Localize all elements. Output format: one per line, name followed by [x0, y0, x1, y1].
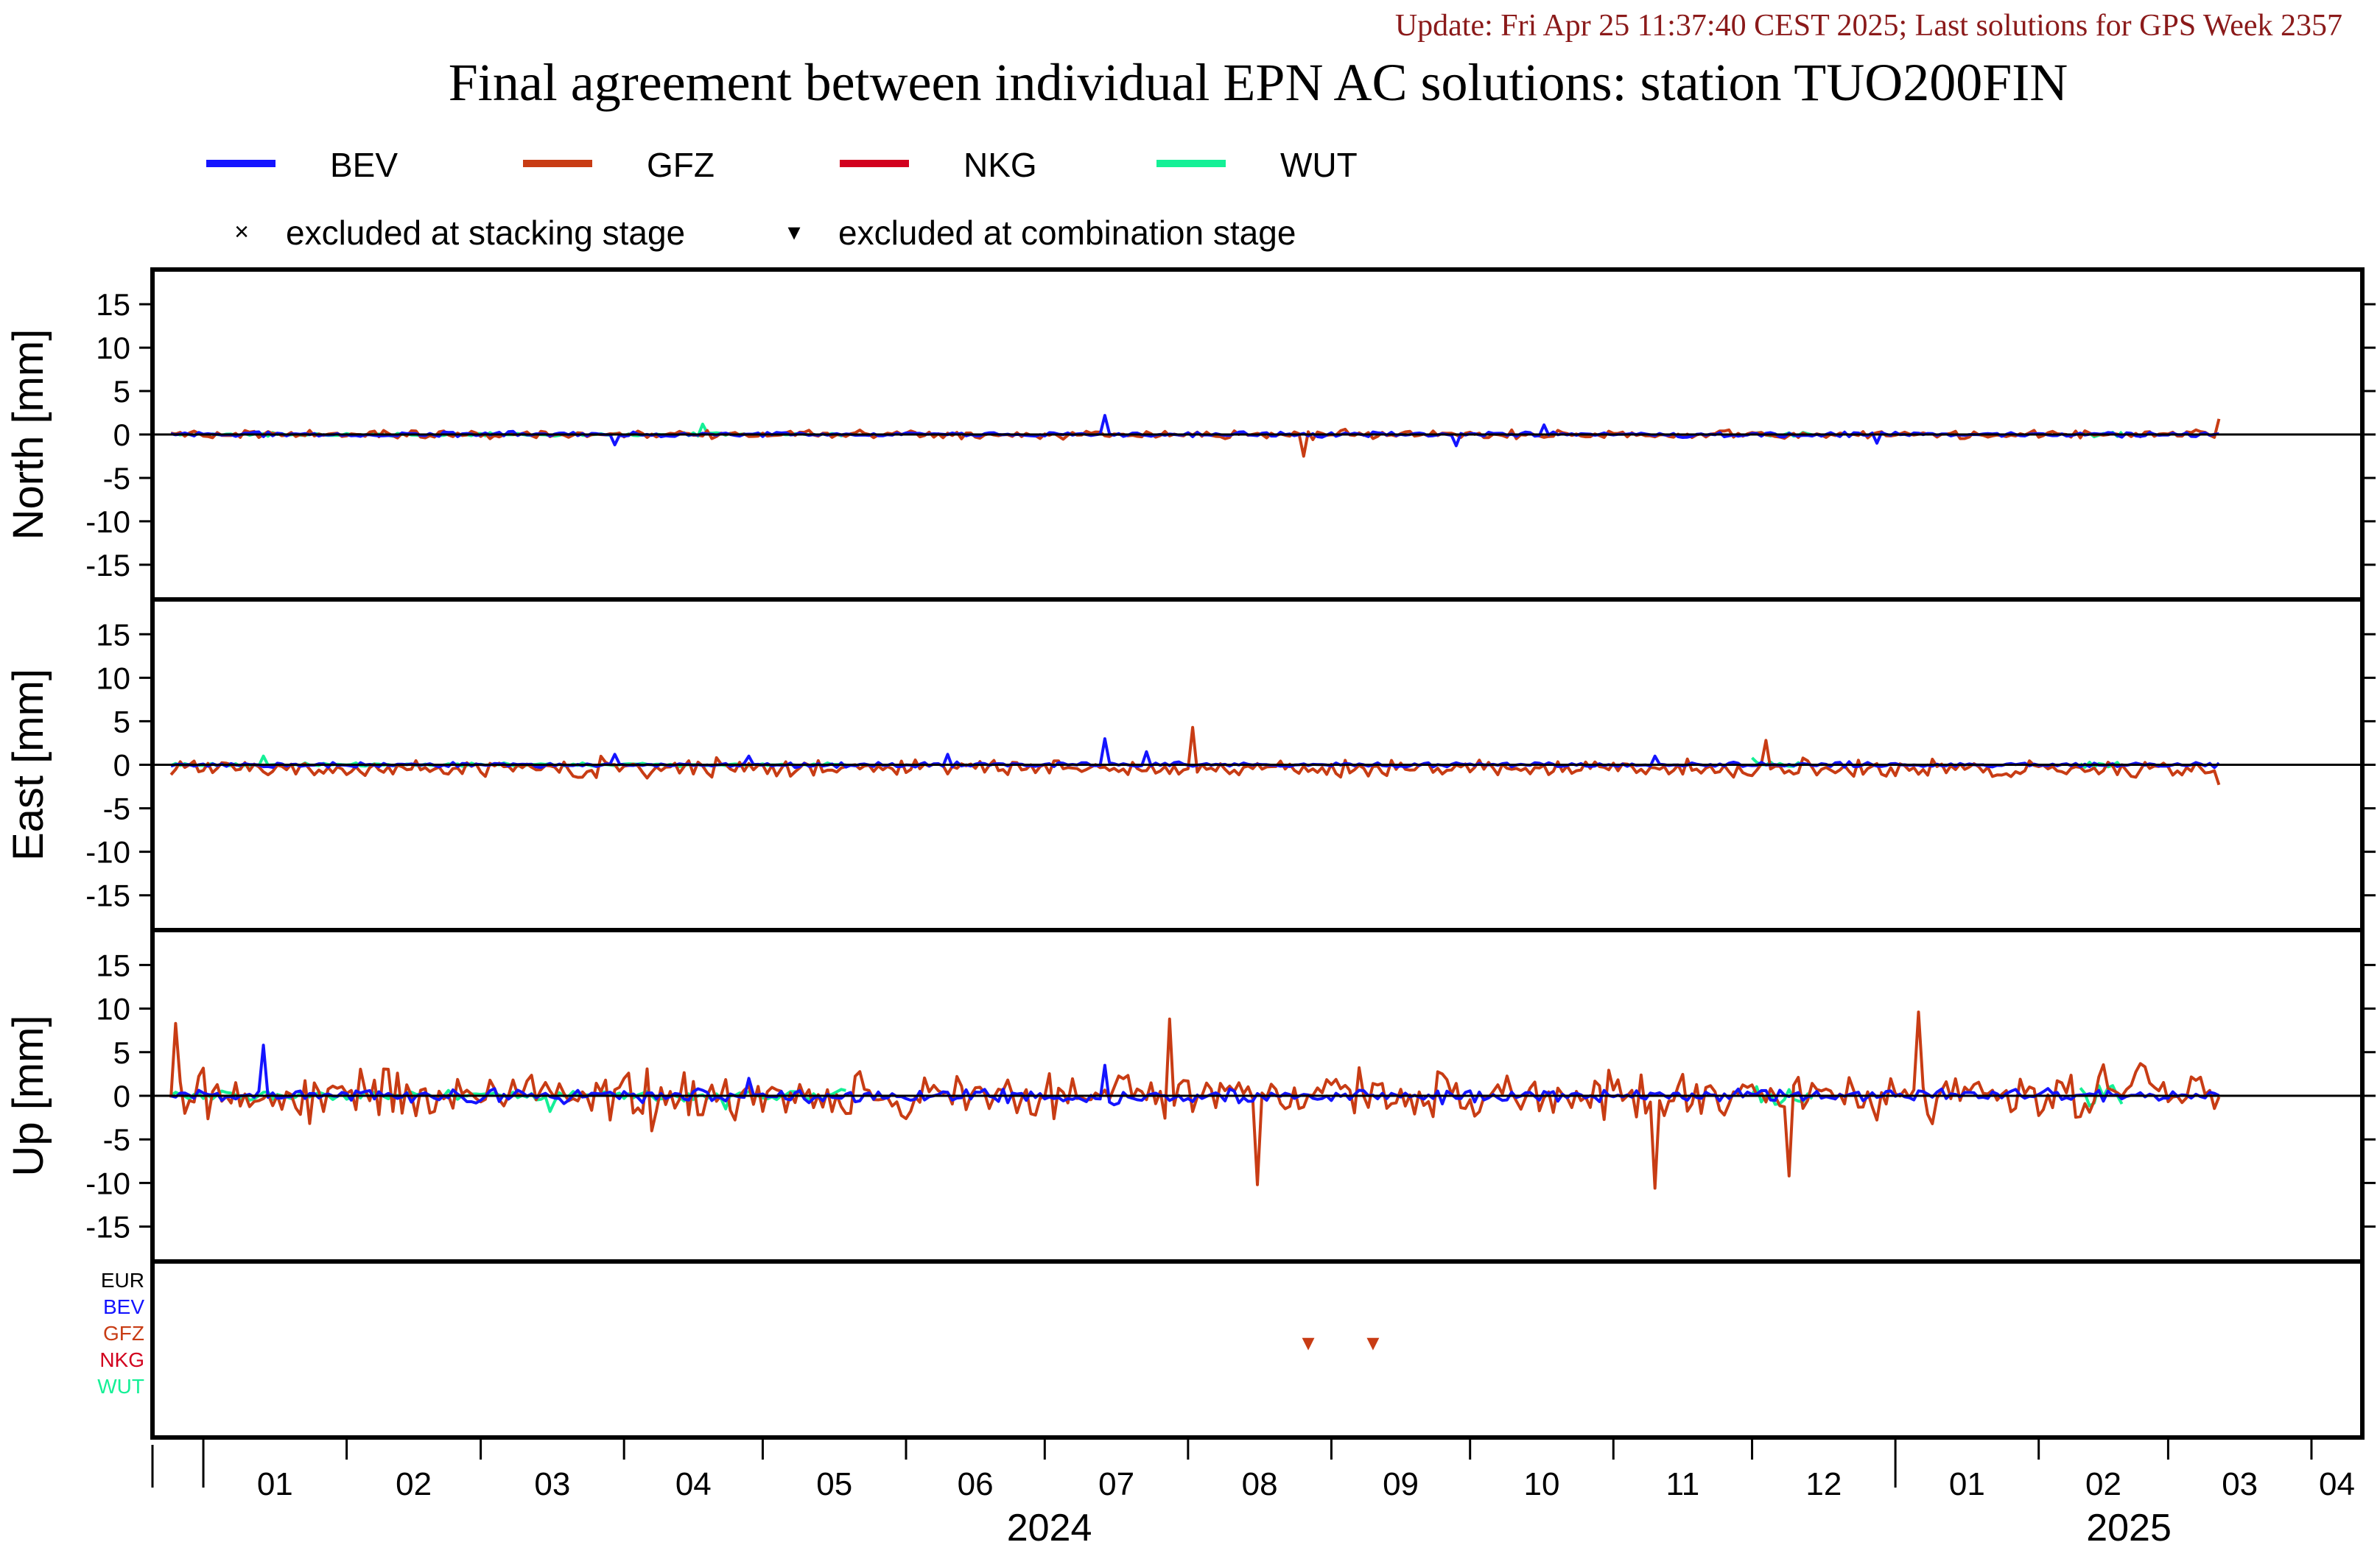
y-tick-label: 5 — [113, 1035, 130, 1070]
y-tick-label: -10 — [85, 504, 130, 539]
y-tick-label: 0 — [113, 1079, 130, 1113]
y-tick-label: 5 — [113, 704, 130, 739]
y-tick-label: 0 — [113, 418, 130, 452]
plot-panels: 15 10 5 0 -5 -10 -15 North [mm] 15 10 5 0 -5 -10 -15 Ea… — [4, 267, 2376, 1440]
legend-label-bev: BEV — [330, 146, 398, 184]
triangle-marker-icon: ▾ — [787, 218, 800, 246]
x-tick-label-month: 07 — [1098, 1466, 1134, 1502]
y-tick-label: -5 — [103, 461, 130, 496]
x-tick-label-year: 2025 — [2086, 1507, 2172, 1545]
series-line-gfz-up — [169, 1010, 2221, 1190]
legend-marker-label: excluded at stacking stage — [286, 214, 685, 252]
x-tick-label-month: 02 — [396, 1466, 432, 1502]
y-axis-label-north: North [mm] — [4, 329, 52, 541]
exclusion-marker-icon: ▾ — [1366, 1328, 1379, 1356]
x-tick-label-month: 12 — [1805, 1466, 1842, 1502]
legend-label-gfz: GFZ — [647, 146, 715, 184]
x-tick-label-month: 09 — [1383, 1466, 1419, 1502]
y-tick-label: -10 — [85, 1166, 130, 1200]
legend-label-wut: WUT — [1280, 146, 1358, 184]
y-tick-label: 10 — [96, 331, 130, 365]
x-tick-label-month: 06 — [958, 1466, 994, 1502]
x-axis: 01 02 03 04 05 06 07 08 09 10 11 12 01 02 03 04 2024 2025 — [151, 1436, 2362, 1545]
y-tick-label: 0 — [113, 748, 130, 783]
series-line-gfz-east — [169, 725, 2221, 786]
chart-title: Final agreement between individual EPN A… — [449, 53, 2068, 112]
exclusion-row-label-bev: BEV — [103, 1295, 144, 1318]
panel-east: 15 10 5 0 -5 -10 -15 East [mm] — [4, 597, 2376, 932]
x-tick-label-month: 04 — [2319, 1466, 2355, 1502]
legend: BEV GFZ NKG WUT × excluded at stacking stage ▾… — [206, 146, 1358, 252]
y-axis-label-up: Up [mm] — [4, 1015, 52, 1176]
x-tick-label-month: 01 — [1949, 1466, 1985, 1502]
x-tick-label-year: 2024 — [1007, 1507, 1092, 1545]
x-tick-label-month: 08 — [1242, 1466, 1278, 1502]
panel-north: 15 10 5 0 -5 -10 -15 North [mm] — [4, 267, 2376, 602]
series-line-gfz-north — [170, 418, 2221, 458]
y-tick-label: 15 — [96, 617, 130, 652]
y-tick-label: -10 — [85, 835, 130, 870]
x-tick-label-month: 03 — [534, 1466, 570, 1502]
y-tick-label: -15 — [85, 548, 130, 583]
panel-exclusions: EUR BEV GFZ NKG WUT ▾ ▾ — [97, 1259, 2365, 1440]
y-axis-label-east: East [mm] — [4, 669, 52, 861]
x-tick-label-month: 10 — [1524, 1466, 1560, 1502]
x-tick-label-month: 02 — [2085, 1466, 2121, 1502]
exclusion-row-label-eur: EUR — [101, 1269, 144, 1292]
x-tick-label-month: 04 — [675, 1466, 712, 1502]
panel-up: 15 10 5 0 -5 -10 -15 Up [mm] — [4, 928, 2376, 1264]
update-timestamp: Update: Fri Apr 25 11:37:40 CEST 2025; L… — [1395, 9, 2342, 43]
panel-frame — [150, 1259, 2365, 1440]
y-tick-label: 15 — [96, 287, 130, 322]
y-tick-label: -5 — [103, 792, 130, 826]
exclusion-marker-icon: ▾ — [1302, 1328, 1314, 1356]
y-tick-label: -15 — [85, 879, 130, 913]
x-tick-label-month: 03 — [2222, 1466, 2258, 1502]
y-tick-label: -5 — [103, 1122, 130, 1157]
y-tick-label: 5 — [113, 374, 130, 409]
exclusion-row-label-gfz: GFZ — [103, 1322, 144, 1345]
series-line-bev-north — [170, 414, 2219, 448]
exclusion-row-label-nkg: NKG — [99, 1348, 144, 1371]
cross-marker-icon: × — [234, 218, 249, 246]
exclusion-row-label-wut: WUT — [97, 1375, 144, 1398]
x-tick-label-month: 01 — [257, 1466, 293, 1502]
y-tick-label: 10 — [96, 661, 130, 695]
y-tick-label: 10 — [96, 992, 130, 1027]
x-tick-label-month: 11 — [1666, 1466, 1700, 1502]
legend-marker-label: excluded at combination stage — [838, 214, 1296, 252]
y-tick-label: -15 — [85, 1210, 130, 1245]
legend-label-nkg: NKG — [963, 146, 1037, 184]
x-tick-label-month: 05 — [816, 1466, 852, 1502]
y-tick-label: 15 — [96, 948, 130, 982]
